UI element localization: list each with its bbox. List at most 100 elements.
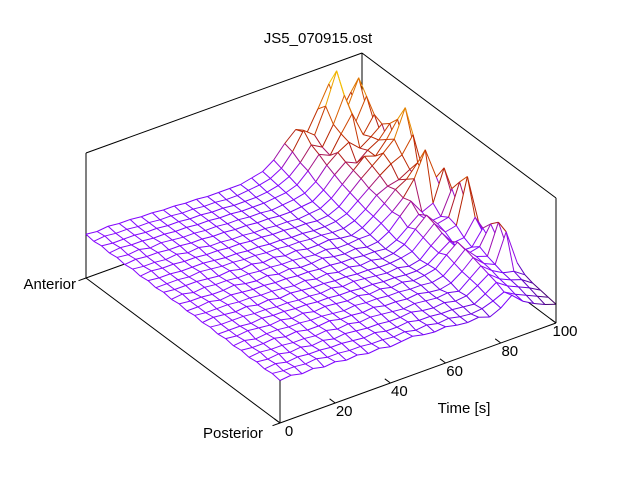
mesh-row-segment [294, 363, 306, 368]
mesh-cross-segment [231, 238, 240, 245]
mesh-cross-segment [237, 277, 246, 285]
mesh-cross-segment [362, 312, 371, 318]
mesh-cross-segment [248, 273, 257, 282]
mesh-cross-segment [371, 165, 381, 176]
mesh-cross-segment [481, 308, 491, 318]
mesh-band-fill [179, 167, 463, 311]
mesh-row-segment [152, 209, 164, 214]
mesh-cross-segment [369, 234, 379, 243]
mesh-row-segment [438, 241, 451, 254]
mesh-row-segment [363, 251, 375, 257]
mesh-row-segment [145, 227, 157, 233]
mesh-row-segment [311, 144, 323, 148]
mesh-cross-segment [389, 262, 399, 269]
time-tick-mark [384, 378, 391, 384]
mesh-row-segment [276, 302, 288, 308]
mesh-row-segment [448, 181, 461, 218]
mesh-cross-segment [307, 170, 317, 182]
mesh-row-segment [466, 285, 478, 297]
mesh-cross-segment [189, 300, 199, 308]
mesh-row-segment [309, 292, 321, 297]
mesh-row-segment [439, 282, 452, 290]
mesh-cross-segment [404, 331, 413, 337]
mesh-row-segment [302, 311, 315, 314]
mesh-row-segment [371, 339, 383, 345]
mesh-row-segment [403, 303, 415, 310]
mesh-cross-segment [349, 350, 358, 356]
mesh-cross-segment [194, 315, 203, 323]
mesh-cross-segment [273, 337, 283, 346]
mesh-cross-segment [174, 289, 183, 295]
mesh-row-segment [286, 218, 299, 223]
mesh-row-segment [283, 227, 296, 231]
mesh-cross-segment [261, 317, 271, 326]
mesh-row-segment [280, 236, 292, 241]
mesh-cross-segment [440, 215, 449, 218]
mesh-cross-segment [235, 311, 244, 317]
mesh-cross-segment [311, 262, 320, 270]
mesh-cross-segment [279, 215, 288, 223]
mesh-cross-segment [492, 300, 502, 309]
mesh-row-segment [222, 204, 235, 209]
mesh-cross-segment [395, 189, 404, 199]
mesh-row-segment [310, 315, 322, 321]
mesh-front-row-segment [390, 341, 402, 348]
mesh-row-segment [417, 291, 429, 295]
mesh-row-segment [273, 255, 286, 258]
mesh-front-row-segment [357, 353, 369, 356]
mesh-cross-segment [361, 287, 370, 295]
mesh-row-segment [355, 246, 367, 250]
mesh-cross-segment [326, 164, 335, 176]
mesh-row-segment [248, 351, 261, 358]
mesh-cross-segment [408, 265, 417, 272]
mesh-row-segment [384, 301, 396, 307]
mesh-row-segment [328, 294, 340, 299]
mesh-row-segment [243, 254, 256, 260]
mesh-row-segment [366, 323, 379, 329]
mesh-row-segment [333, 253, 345, 258]
mesh-row-segment [244, 338, 256, 341]
mesh-band-fill [194, 176, 479, 323]
mesh-row-segment [172, 236, 184, 241]
mesh-row-segment [170, 270, 182, 275]
mesh-cross-segment [248, 356, 257, 363]
mesh-cross-segment [521, 279, 530, 289]
mesh-cross-segment [207, 196, 216, 203]
mesh-row-segment [362, 306, 374, 313]
mesh-cross-segment [223, 231, 233, 240]
mesh-cross-segment [304, 192, 313, 202]
mesh-row-segment [321, 231, 333, 236]
mesh-cross-segment [242, 234, 252, 242]
mesh-row-segment [242, 232, 255, 236]
mesh-cross-segment [316, 220, 326, 228]
mesh-cross-segment [374, 251, 383, 260]
mesh-cross-segment [510, 279, 519, 288]
mesh-row-segment [147, 277, 160, 282]
mesh-cross-segment [426, 324, 435, 333]
mesh-row-segment [470, 308, 483, 315]
mesh-cross-segment [397, 267, 406, 276]
mesh-cross-segment [258, 246, 267, 254]
mesh-cross-segment [375, 275, 384, 283]
mesh-cross-segment [391, 286, 400, 293]
mesh-cross-segment [185, 202, 194, 210]
mesh-cross-segment [138, 249, 148, 257]
mesh-cross-segment [348, 266, 358, 275]
mesh-row-segment [274, 336, 286, 339]
mesh-row-segment [190, 238, 203, 244]
mesh-row-segment [232, 258, 245, 263]
mesh-row-segment [410, 200, 423, 213]
mesh-row-segment [250, 236, 262, 242]
mesh-row-segment [259, 178, 271, 186]
mesh-cross-segment [200, 214, 209, 222]
mesh-cross-segment [359, 265, 369, 271]
mesh-cross-segment [205, 312, 214, 318]
mesh-row-segment [458, 278, 471, 292]
mesh-row-segment [424, 149, 437, 178]
mesh-row-segment [455, 176, 468, 226]
mesh-cross-segment [418, 319, 428, 326]
mesh-row-segment [326, 152, 339, 166]
mesh-cross-segment [259, 184, 268, 193]
mesh-row-segment [299, 319, 311, 324]
mesh-row-segment [396, 226, 409, 241]
